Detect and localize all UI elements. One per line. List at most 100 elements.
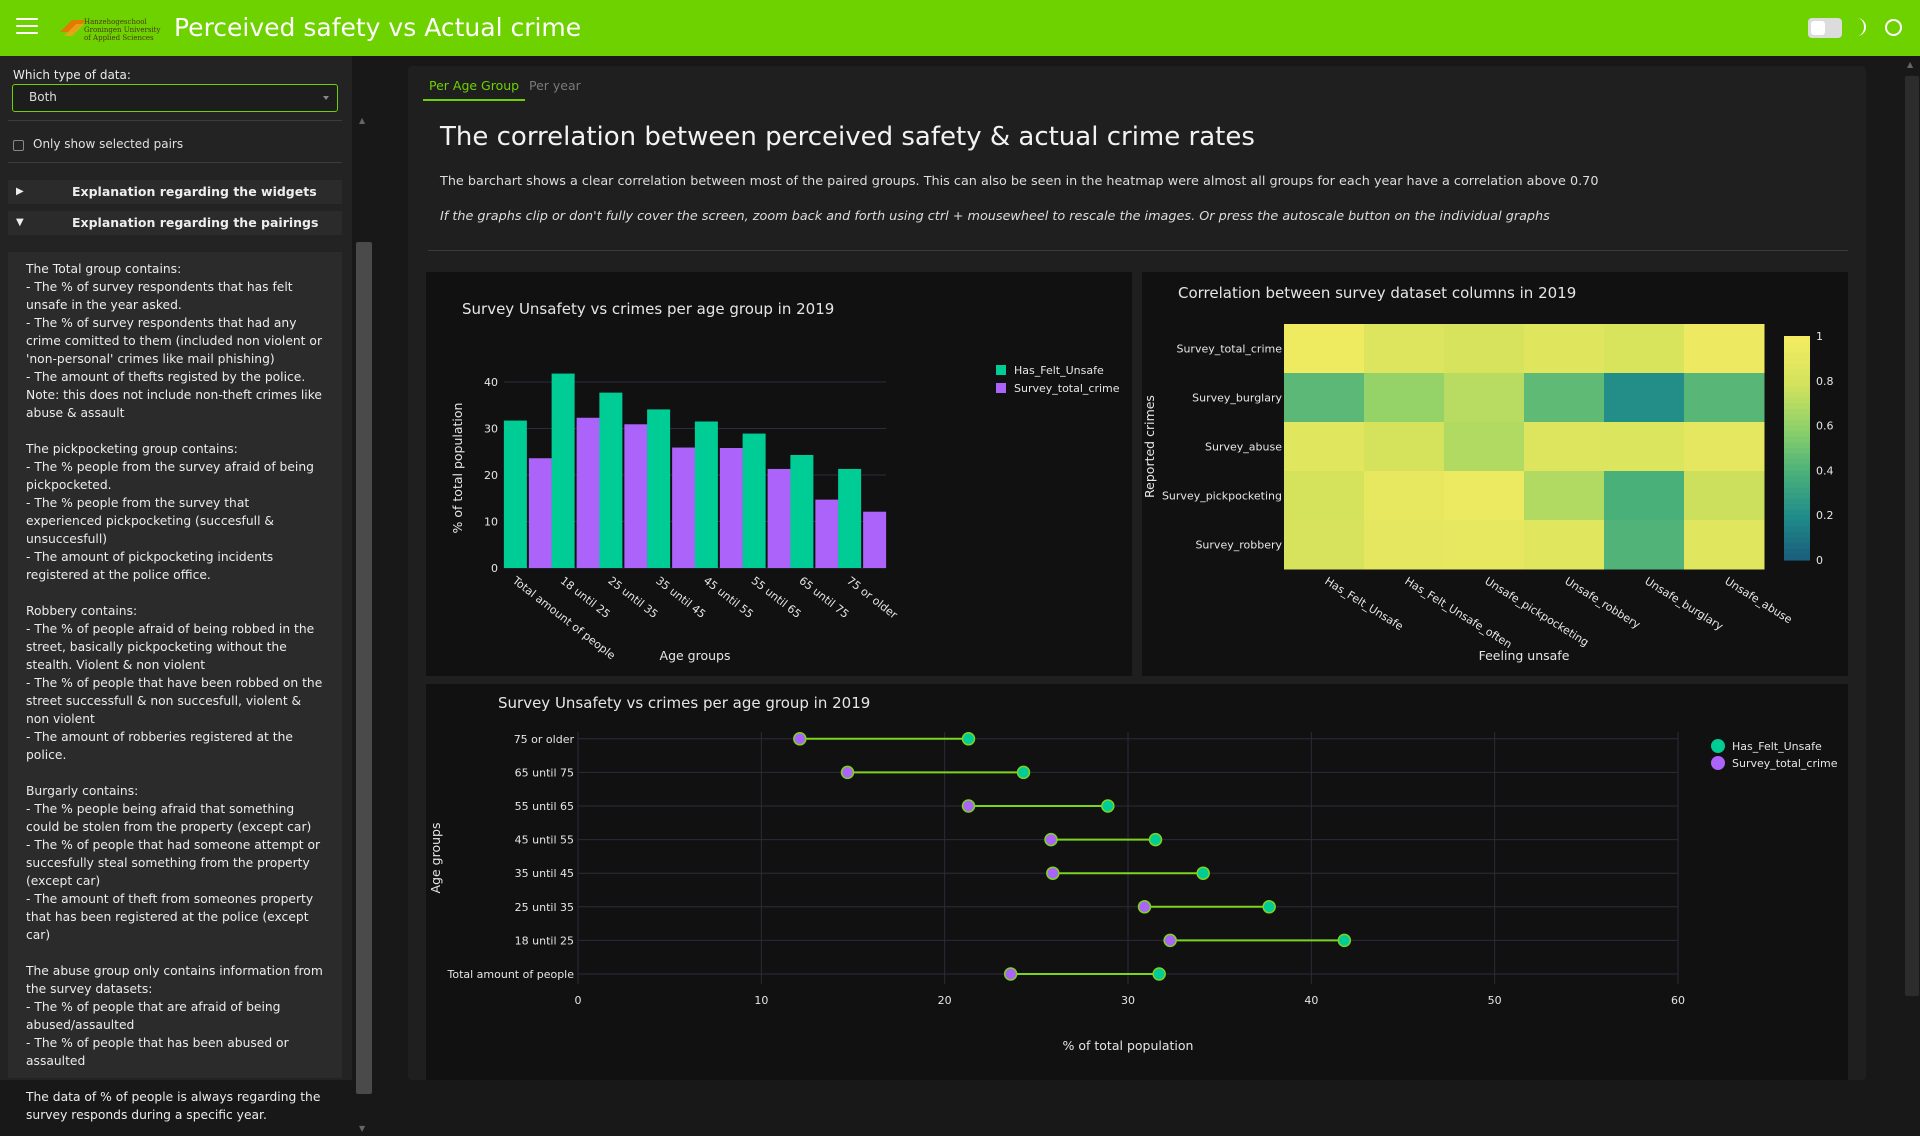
y-tick-label: 35 until 45 [515, 867, 574, 880]
heatmap-cell [1684, 471, 1765, 521]
lollipop-chart[interactable]: Survey Unsafety vs crimes per age group … [426, 684, 1848, 1080]
scroll-down-icon[interactable]: ▼ [359, 1124, 366, 1133]
colorbar-segment [1784, 453, 1810, 460]
colorbar-segment [1784, 369, 1810, 376]
x-tick-label: Unsafe_robbery [1562, 575, 1643, 632]
bar-Has_Felt_Unsafe [647, 409, 671, 568]
colorbar-tick-label: 0 [1816, 554, 1823, 567]
y-tick-label: 25 until 35 [515, 901, 574, 914]
colorbar-tick-label: 0.6 [1816, 420, 1834, 433]
bar-Has_Felt_Unsafe [599, 392, 623, 568]
colorbar-segment [1784, 487, 1810, 494]
circle-icon[interactable] [1885, 19, 1902, 36]
heatmap-cell [1524, 471, 1605, 521]
dot-Has_Felt_Unsafe [961, 732, 976, 746]
colorbar-segment [1784, 492, 1810, 499]
accordion-widgets-explanation[interactable]: ▶ Explanation regarding the widgets [8, 180, 342, 204]
heatmap-cell [1684, 422, 1765, 472]
colorbar-segment [1784, 498, 1810, 505]
pairings-explanation-text: The Total group contains: - The % of sur… [26, 262, 323, 1122]
moon-icon[interactable] [1854, 17, 1870, 37]
x-tick-label: 60 [1671, 994, 1685, 1007]
heatmap-cell [1524, 520, 1605, 570]
divider [428, 250, 1848, 251]
y-tick-label: 75 or older [514, 733, 575, 746]
heatmap-chart[interactable]: Correlation between survey dataset colum… [1142, 272, 1848, 676]
x-tick-label: 35 until 45 [653, 574, 708, 621]
heatmap-cell [1604, 324, 1685, 374]
bar-Survey_total_crime [672, 447, 696, 568]
colorbar-tick-label: 0.2 [1816, 509, 1834, 522]
x-axis-label: Age groups [660, 648, 731, 663]
colorbar-segment [1784, 397, 1810, 404]
colorbar-segment [1784, 420, 1810, 427]
accordion-pairings-explanation[interactable]: ▼ Explanation regarding the pairings [8, 211, 342, 235]
bar-Survey_total_crime [767, 468, 791, 568]
heatmap-cell [1364, 422, 1445, 472]
heatmap-cell [1444, 422, 1525, 472]
heatmap-cell [1604, 422, 1685, 472]
chart-title: Survey Unsafety vs crimes per age group … [462, 300, 834, 318]
colorbar-tick-label: 0.8 [1816, 375, 1834, 388]
bar-Survey_total_crime [624, 424, 648, 568]
theme-toggle-switch[interactable] [1808, 18, 1842, 38]
y-axis-label: Reported crimes [1142, 395, 1157, 498]
bar-chart[interactable]: Survey Unsafety vs crimes per age group … [426, 272, 1132, 676]
bar-Survey_total_crime [863, 511, 887, 568]
x-tick-label: 30 [1121, 994, 1135, 1007]
bar-Survey_total_crime [528, 458, 552, 568]
colorbar-segment [1784, 431, 1810, 438]
app-header: Hanzehogeschool Groningen University of … [0, 0, 1920, 56]
heatmap-cell [1364, 520, 1445, 570]
sidebar-scrollbar[interactable]: ▲ ▼ [354, 112, 372, 1136]
colorbar-segment [1784, 459, 1810, 466]
hamburger-icon[interactable] [16, 18, 38, 36]
school-logo: Hanzehogeschool Groningen University of … [58, 12, 160, 44]
lollipop-chart-panel: Survey Unsafety vs crimes per age group … [426, 684, 1848, 1080]
y-tick-label: Survey_robbery [1195, 539, 1282, 552]
tab-per-year[interactable]: Per year [529, 78, 581, 93]
colorbar-segment [1784, 336, 1810, 343]
dot-Survey_total_crime [1163, 933, 1177, 948]
x-tick-label: 40 [1304, 994, 1318, 1007]
tab-per-age-group[interactable]: Per Age Group [423, 78, 526, 101]
y-tick-label: Survey_abuse [1205, 441, 1282, 454]
heatmap-cell [1524, 324, 1605, 374]
colorbar-segment [1784, 448, 1810, 455]
dot-Survey_total_crime [840, 765, 855, 780]
heatmap-cell [1684, 520, 1765, 570]
y-tick-label: Survey_pickpocketing [1162, 490, 1282, 503]
colorbar-segment [1784, 509, 1810, 516]
y-tick-label: 65 until 75 [515, 766, 574, 779]
colorbar-segment [1784, 515, 1810, 522]
accordion-pairings-label: Explanation regarding the pairings [72, 215, 319, 230]
colorbar-segment [1784, 386, 1810, 393]
only-selected-pairs-checkbox[interactable] [13, 140, 24, 151]
colorbar-segment [1784, 532, 1810, 539]
bar-Has_Felt_Unsafe [742, 433, 766, 568]
main-content: Per Age Group Per year The correlation b… [408, 66, 1866, 1080]
page-scrollbar-thumb[interactable] [1905, 76, 1919, 996]
page-scrollbar[interactable]: ▲ [1902, 56, 1920, 1080]
only-selected-pairs-label[interactable]: Only show selected pairs [33, 137, 184, 151]
heatmap-panel: Correlation between survey dataset colum… [1142, 272, 1848, 676]
y-tick-label: 55 until 65 [515, 800, 574, 813]
page-description: The barchart shows a clear correlation b… [440, 174, 1599, 189]
divider [8, 162, 342, 163]
colorbar-segment [1784, 481, 1810, 488]
scroll-up-icon[interactable]: ▲ [1907, 60, 1914, 69]
dot-Survey_total_crime [1046, 866, 1060, 880]
colorbar-segment [1784, 358, 1810, 365]
x-axis-label: Feeling unsafe [1479, 648, 1570, 663]
bar-Survey_total_crime [815, 499, 839, 568]
dot-Survey_total_crime [793, 732, 807, 746]
sidebar-scrollbar-thumb[interactable] [356, 242, 372, 1094]
data-type-select[interactable]: Both [12, 84, 338, 112]
bar-Has_Felt_Unsafe [790, 454, 814, 568]
y-tick-label: 45 until 55 [515, 834, 574, 847]
colorbar-segment [1784, 554, 1810, 561]
y-tick-label: 30 [484, 422, 498, 435]
colorbar-segment [1784, 464, 1810, 471]
scroll-up-icon[interactable]: ▲ [359, 116, 366, 125]
colorbar-segment [1784, 403, 1810, 410]
